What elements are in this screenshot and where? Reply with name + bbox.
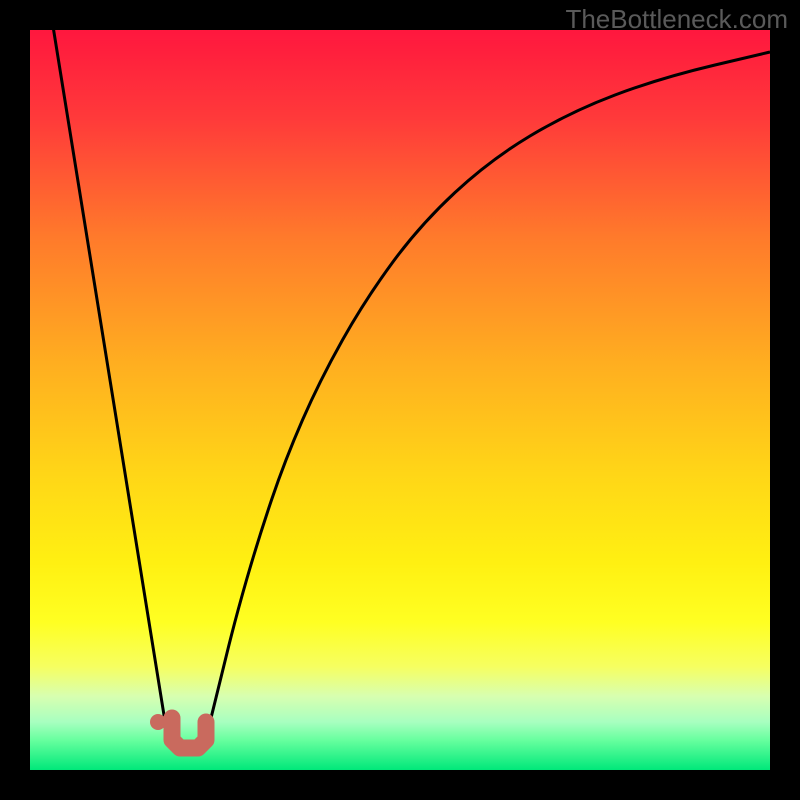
bottleneck-chart [0,0,800,800]
watermark-text: TheBottleneck.com [565,4,788,35]
gradient-background [30,30,770,770]
optimal-point-marker [150,714,166,730]
chart-container: TheBottleneck.com [0,0,800,800]
